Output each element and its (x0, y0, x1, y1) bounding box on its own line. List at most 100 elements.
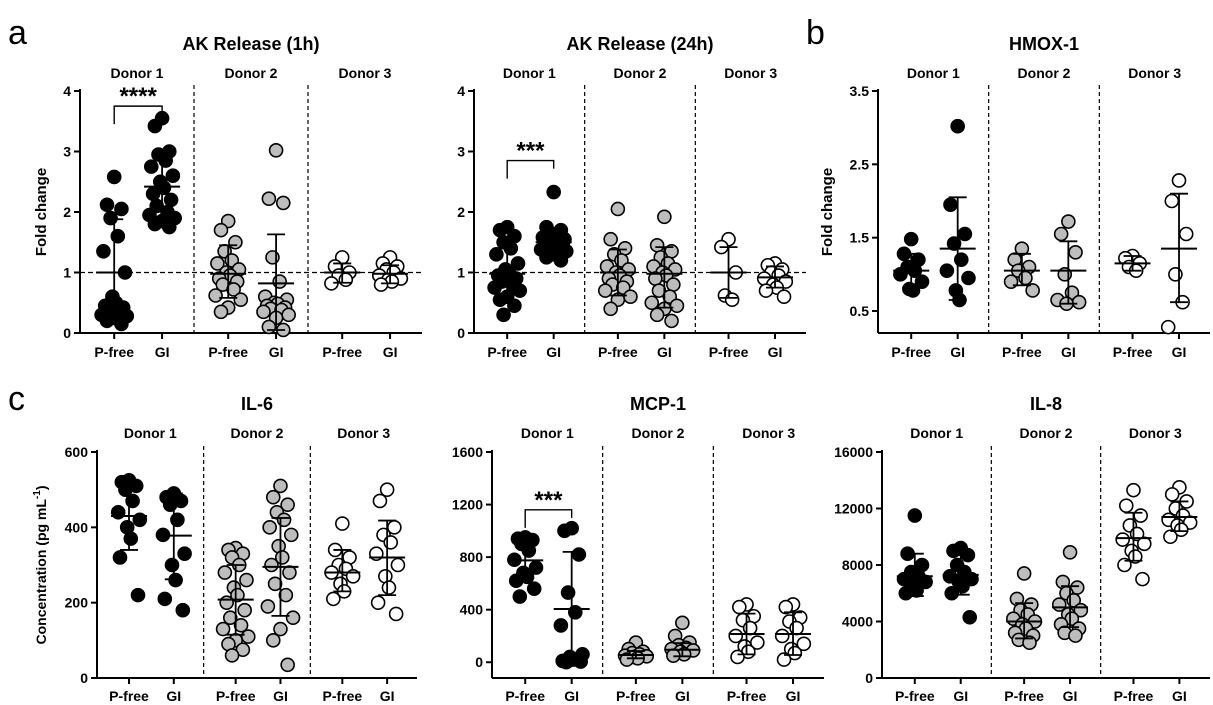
data-point (335, 516, 350, 531)
x-tick-label: P-free (895, 688, 935, 704)
significance-bracket (506, 159, 555, 179)
data-point (96, 244, 111, 259)
data-point (233, 292, 249, 308)
data-point (110, 228, 126, 244)
data-point (758, 283, 774, 298)
donor-label: Donor 3 (337, 425, 390, 441)
x-tick-label: P-free (322, 344, 362, 360)
data-point (955, 578, 970, 594)
x-tick-label: GI (768, 344, 783, 360)
data-point (215, 621, 231, 637)
x-tick-label: GI (546, 344, 561, 360)
data-point (492, 222, 508, 238)
data-point (776, 652, 792, 667)
data-point (130, 587, 146, 603)
y-tick-label: 0.5 (850, 303, 870, 319)
donor-label: Donor 2 (632, 425, 685, 441)
data-point (508, 573, 524, 589)
data-point (1025, 283, 1040, 298)
data-point (776, 289, 792, 305)
data-point (163, 192, 179, 208)
x-tick-label: GI (564, 688, 579, 704)
data-point (1171, 173, 1187, 188)
y-tick-label: 12000 (834, 501, 873, 517)
data-point (1016, 566, 1032, 581)
x-tick-label: GI (953, 688, 968, 704)
data-point (217, 565, 233, 580)
y-tick-label: 1600 (452, 444, 483, 460)
donor-label: Donor 3 (1129, 425, 1182, 441)
donor-label: Donor 1 (503, 65, 556, 81)
data-point (338, 272, 354, 288)
data-point (496, 307, 511, 323)
data-point (239, 572, 254, 588)
data-point (512, 283, 528, 298)
data-point (1053, 226, 1069, 242)
y-tick-label: 3.5 (850, 83, 870, 99)
data-point (507, 298, 522, 314)
data-point (610, 201, 626, 217)
panel-letter-c: c (8, 380, 25, 418)
data-point (147, 118, 163, 134)
donor-label: Donor 2 (1020, 425, 1073, 441)
data-point (603, 301, 618, 317)
data-point (103, 210, 118, 226)
data-point (603, 231, 618, 247)
data-point (623, 289, 638, 305)
data-point (265, 489, 281, 505)
x-tick-label: P-free (1002, 344, 1042, 360)
data-point (1136, 536, 1152, 552)
data-point (278, 587, 294, 603)
data-point (573, 654, 588, 669)
x-tick-label: GI (166, 688, 181, 704)
donor-label: Donor 3 (724, 65, 777, 81)
data-point (372, 493, 388, 509)
donor-label: Donor 2 (231, 425, 284, 441)
data-point (222, 610, 238, 626)
data-point (961, 270, 976, 286)
data-point (226, 282, 241, 297)
data-point (778, 599, 794, 615)
y-tick-label: 800 (460, 549, 484, 565)
data-point (273, 621, 288, 637)
data-point (161, 219, 177, 235)
y-tick-label: 2 (63, 204, 71, 220)
data-point (158, 153, 173, 168)
data-point (274, 550, 290, 565)
y-axis-label: Concentration (pg mL-1) (32, 485, 49, 644)
data-point (553, 618, 569, 633)
data-point (774, 628, 790, 644)
data-point (1133, 508, 1148, 523)
y-tick-label: 600 (65, 444, 89, 460)
y-tick-label: 400 (65, 519, 89, 535)
data-point (275, 195, 291, 211)
data-point (1164, 193, 1180, 209)
data-point (1126, 482, 1141, 498)
data-point (914, 274, 930, 289)
data-point (170, 512, 185, 528)
data-point (644, 295, 660, 311)
data-point (796, 636, 812, 652)
data-point (268, 142, 284, 158)
data-point (261, 319, 277, 335)
data-point (651, 283, 667, 298)
x-tick-label: P-free (216, 688, 256, 704)
x-tick-label: GI (1172, 344, 1187, 360)
data-point (281, 307, 296, 323)
x-tick-label: GI (657, 344, 672, 360)
significance-label: **** (119, 83, 157, 110)
data-point (210, 256, 225, 271)
y-axis-label-end: ) (33, 485, 49, 490)
data-point (156, 180, 172, 196)
x-tick-label: GI (383, 344, 398, 360)
data-point (260, 599, 276, 614)
data-point (233, 617, 249, 633)
data-point (326, 591, 341, 607)
data-point (526, 581, 542, 596)
data-point (649, 307, 665, 323)
data-point (666, 277, 681, 292)
panel-letter-b: b (806, 14, 825, 52)
donor-label: Donor 1 (111, 65, 164, 81)
data-point (489, 247, 504, 262)
y-tick-label: 0 (63, 325, 71, 341)
